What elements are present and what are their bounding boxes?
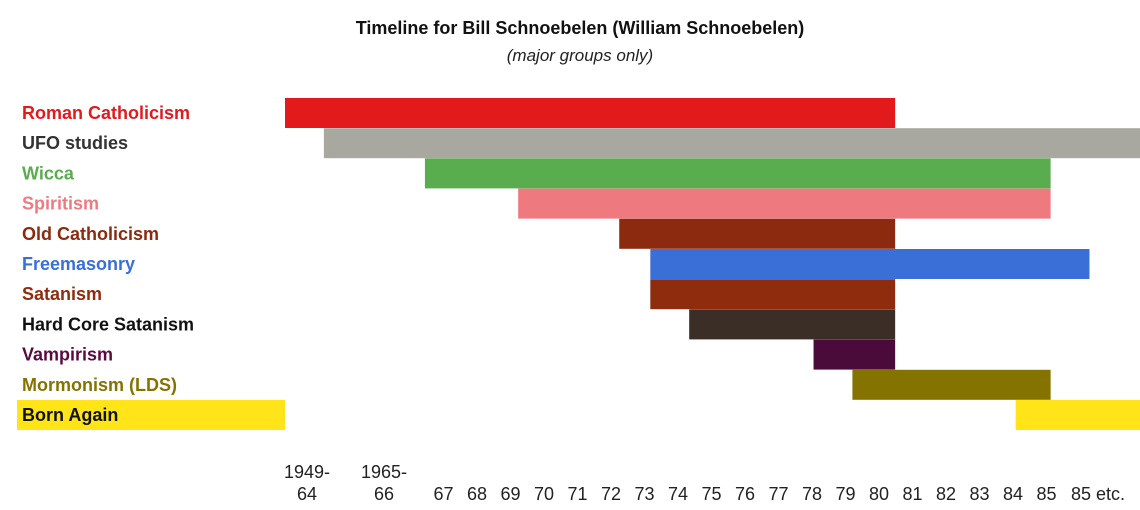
x-tick-label: 69 [500,484,520,504]
x-tick-label: 66 [374,484,394,504]
bar-freemasonry [650,249,1090,279]
bar-ufo-studies [323,128,1140,159]
x-tick-label: 70 [534,484,554,504]
row-label-wicca: Wicca [22,163,75,183]
bar-born-again [1015,400,1140,430]
x-tick-label: 68 [467,484,487,504]
x-tick-label: 1965- [361,462,407,482]
x-tick-label: 67 [433,484,453,504]
x-tick-label: 75 [701,484,721,504]
row-label-hard-core-satanism: Hard Core Satanism [22,314,194,334]
label-highlight-born-again [17,400,285,430]
row-label-mormonism-lds: Mormonism (LDS) [22,375,177,395]
row-label-old-catholicism: Old Catholicism [22,224,159,244]
x-tick-label: 1949- [284,462,330,482]
x-tick-label: 73 [634,484,654,504]
bar-satanism [650,279,896,310]
bar-roman-catholicism [285,98,896,128]
bar-old-catholicism [619,218,896,249]
x-tick-label: 85 etc. [1071,484,1125,504]
x-tick-label: 84 [1003,484,1023,504]
x-tick-label: 74 [668,484,688,504]
x-tick-label: 77 [768,484,788,504]
bar-spiritism [518,188,1051,219]
x-tick-label: 85 [1036,484,1056,504]
x-tick-label: 81 [902,484,922,504]
row-label-spiritism: Spiritism [22,194,99,214]
chart-title: Timeline for Bill Schnoebelen (William S… [355,18,805,38]
x-tick-label: 78 [802,484,822,504]
x-tick-label: 72 [601,484,621,504]
x-tick-label: 71 [567,484,587,504]
x-tick-label: 76 [735,484,755,504]
x-tick-label: 79 [835,484,855,504]
row-label-born-again: Born Again [22,405,118,425]
bar-wicca [424,158,1051,189]
bar-hard-core-satanism [689,309,896,340]
row-label-vampirism: Vampirism [22,345,113,365]
bar-mormonism-lds [852,369,1051,400]
row-label-roman-catholicism: Roman Catholicism [22,103,190,123]
x-tick-label: 80 [869,484,889,504]
row-label-ufo-studies: UFO studies [22,133,128,153]
x-tick-label: 64 [297,484,317,504]
chart-subtitle: (major groups only) [506,46,654,65]
row-label-satanism: Satanism [22,284,102,304]
x-tick-label: 83 [969,484,989,504]
bar-vampirism [813,339,896,370]
x-tick-label: 82 [936,484,956,504]
row-label-freemasonry: Freemasonry [22,254,135,274]
